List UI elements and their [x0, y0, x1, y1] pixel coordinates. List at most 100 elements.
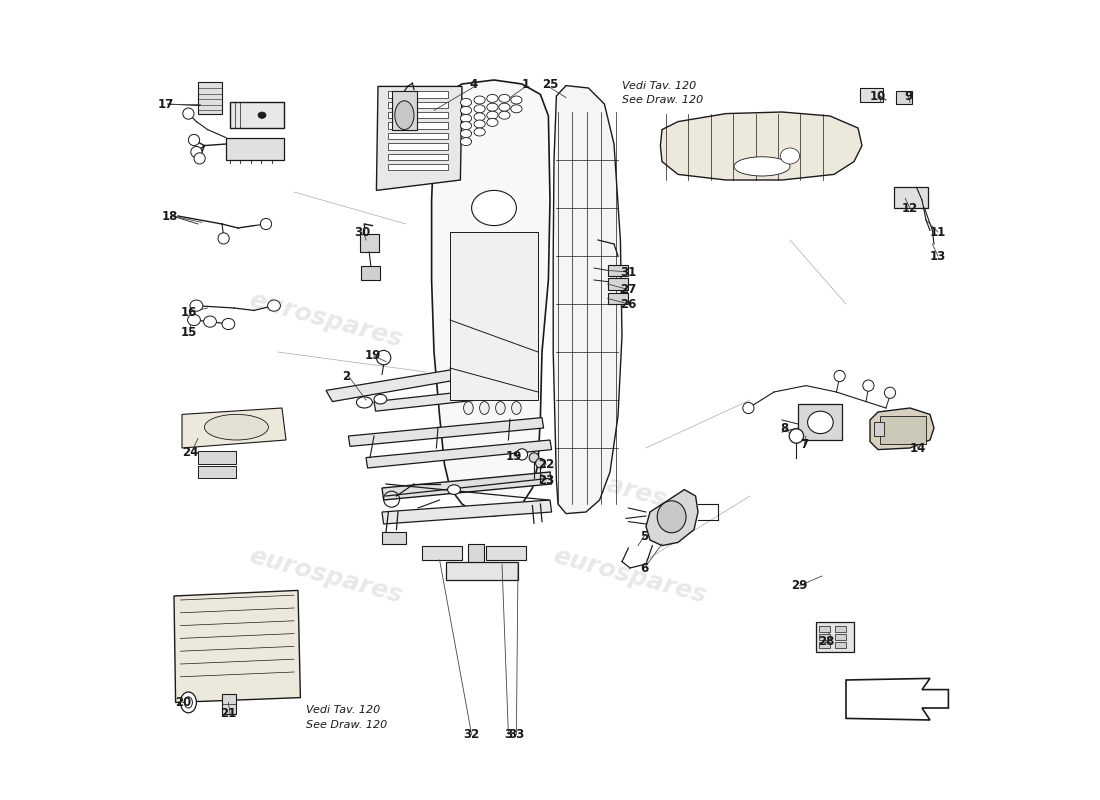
Ellipse shape	[185, 697, 192, 708]
Text: 17: 17	[158, 98, 174, 110]
Bar	[860, 88, 883, 102]
Bar	[388, 164, 449, 170]
Bar	[607, 293, 628, 304]
Ellipse shape	[807, 411, 833, 434]
Text: 8: 8	[780, 422, 789, 434]
Bar	[198, 466, 236, 478]
Ellipse shape	[472, 190, 516, 226]
Polygon shape	[366, 440, 551, 468]
Text: 14: 14	[910, 442, 926, 454]
Bar	[388, 122, 449, 129]
Ellipse shape	[516, 449, 528, 460]
Text: 18: 18	[162, 210, 178, 222]
Text: 1: 1	[521, 78, 530, 90]
Text: 5: 5	[640, 530, 649, 542]
Bar	[798, 404, 842, 440]
Text: 12: 12	[902, 202, 918, 214]
Text: 7: 7	[801, 438, 808, 450]
Bar	[388, 154, 449, 160]
Bar	[446, 562, 518, 580]
Text: 2: 2	[342, 370, 350, 382]
Bar	[388, 112, 449, 118]
Polygon shape	[870, 408, 934, 450]
Bar	[895, 91, 912, 104]
Ellipse shape	[261, 218, 272, 230]
Bar	[835, 626, 846, 632]
Ellipse shape	[461, 106, 472, 114]
Text: 11: 11	[930, 226, 946, 238]
Bar	[818, 642, 830, 648]
Ellipse shape	[190, 146, 202, 158]
Ellipse shape	[461, 138, 472, 146]
Polygon shape	[349, 418, 543, 446]
Ellipse shape	[395, 101, 414, 130]
Ellipse shape	[510, 105, 522, 113]
Ellipse shape	[461, 130, 472, 138]
Ellipse shape	[780, 148, 800, 164]
Text: 13: 13	[930, 250, 946, 262]
Ellipse shape	[789, 429, 804, 443]
Ellipse shape	[180, 692, 197, 713]
Ellipse shape	[463, 402, 473, 414]
Text: 19: 19	[506, 450, 522, 462]
Polygon shape	[326, 368, 470, 402]
Bar	[815, 622, 854, 652]
Ellipse shape	[474, 113, 485, 121]
Text: Vedi Tav. 120: Vedi Tav. 120	[621, 81, 696, 90]
Bar	[818, 626, 830, 632]
Polygon shape	[646, 490, 698, 546]
Bar	[392, 91, 417, 130]
Bar	[382, 532, 406, 544]
Text: See Draw. 120: See Draw. 120	[621, 95, 703, 105]
Text: 32: 32	[463, 728, 480, 741]
Bar	[198, 451, 236, 464]
Text: eurospares: eurospares	[510, 448, 670, 512]
Text: 9: 9	[904, 90, 913, 102]
Text: 27: 27	[620, 283, 637, 296]
Ellipse shape	[487, 111, 498, 119]
Text: 20: 20	[176, 696, 191, 709]
Text: 3: 3	[504, 728, 513, 741]
Bar	[835, 634, 846, 640]
Ellipse shape	[510, 96, 522, 104]
Text: 10: 10	[870, 90, 887, 102]
Bar	[607, 278, 628, 290]
Ellipse shape	[374, 394, 387, 404]
Text: eurospares: eurospares	[246, 544, 406, 608]
Ellipse shape	[884, 387, 895, 398]
Text: See Draw. 120: See Draw. 120	[306, 720, 387, 730]
Ellipse shape	[498, 103, 510, 111]
Ellipse shape	[487, 94, 498, 102]
Ellipse shape	[512, 402, 521, 414]
Text: 28: 28	[817, 635, 834, 648]
Ellipse shape	[461, 98, 472, 106]
Bar	[450, 232, 538, 400]
Ellipse shape	[734, 157, 790, 176]
Ellipse shape	[448, 485, 461, 494]
Ellipse shape	[474, 128, 485, 136]
Bar	[388, 91, 449, 98]
Bar	[469, 544, 484, 564]
Text: 24: 24	[182, 446, 198, 458]
Ellipse shape	[834, 370, 845, 382]
Ellipse shape	[194, 153, 206, 164]
Polygon shape	[660, 112, 862, 180]
Text: eurospares: eurospares	[550, 544, 710, 608]
Bar	[880, 416, 926, 444]
Ellipse shape	[356, 397, 373, 408]
Ellipse shape	[205, 414, 268, 440]
Bar	[422, 546, 462, 560]
Ellipse shape	[480, 402, 490, 414]
Ellipse shape	[474, 120, 485, 128]
Ellipse shape	[188, 314, 200, 326]
Polygon shape	[382, 472, 551, 500]
Text: 4: 4	[470, 78, 478, 90]
Ellipse shape	[498, 94, 510, 102]
Bar	[388, 102, 449, 108]
Ellipse shape	[188, 134, 199, 146]
Ellipse shape	[461, 122, 472, 130]
Bar	[388, 133, 449, 139]
Ellipse shape	[487, 118, 498, 126]
Ellipse shape	[474, 96, 485, 104]
Bar	[361, 266, 381, 280]
